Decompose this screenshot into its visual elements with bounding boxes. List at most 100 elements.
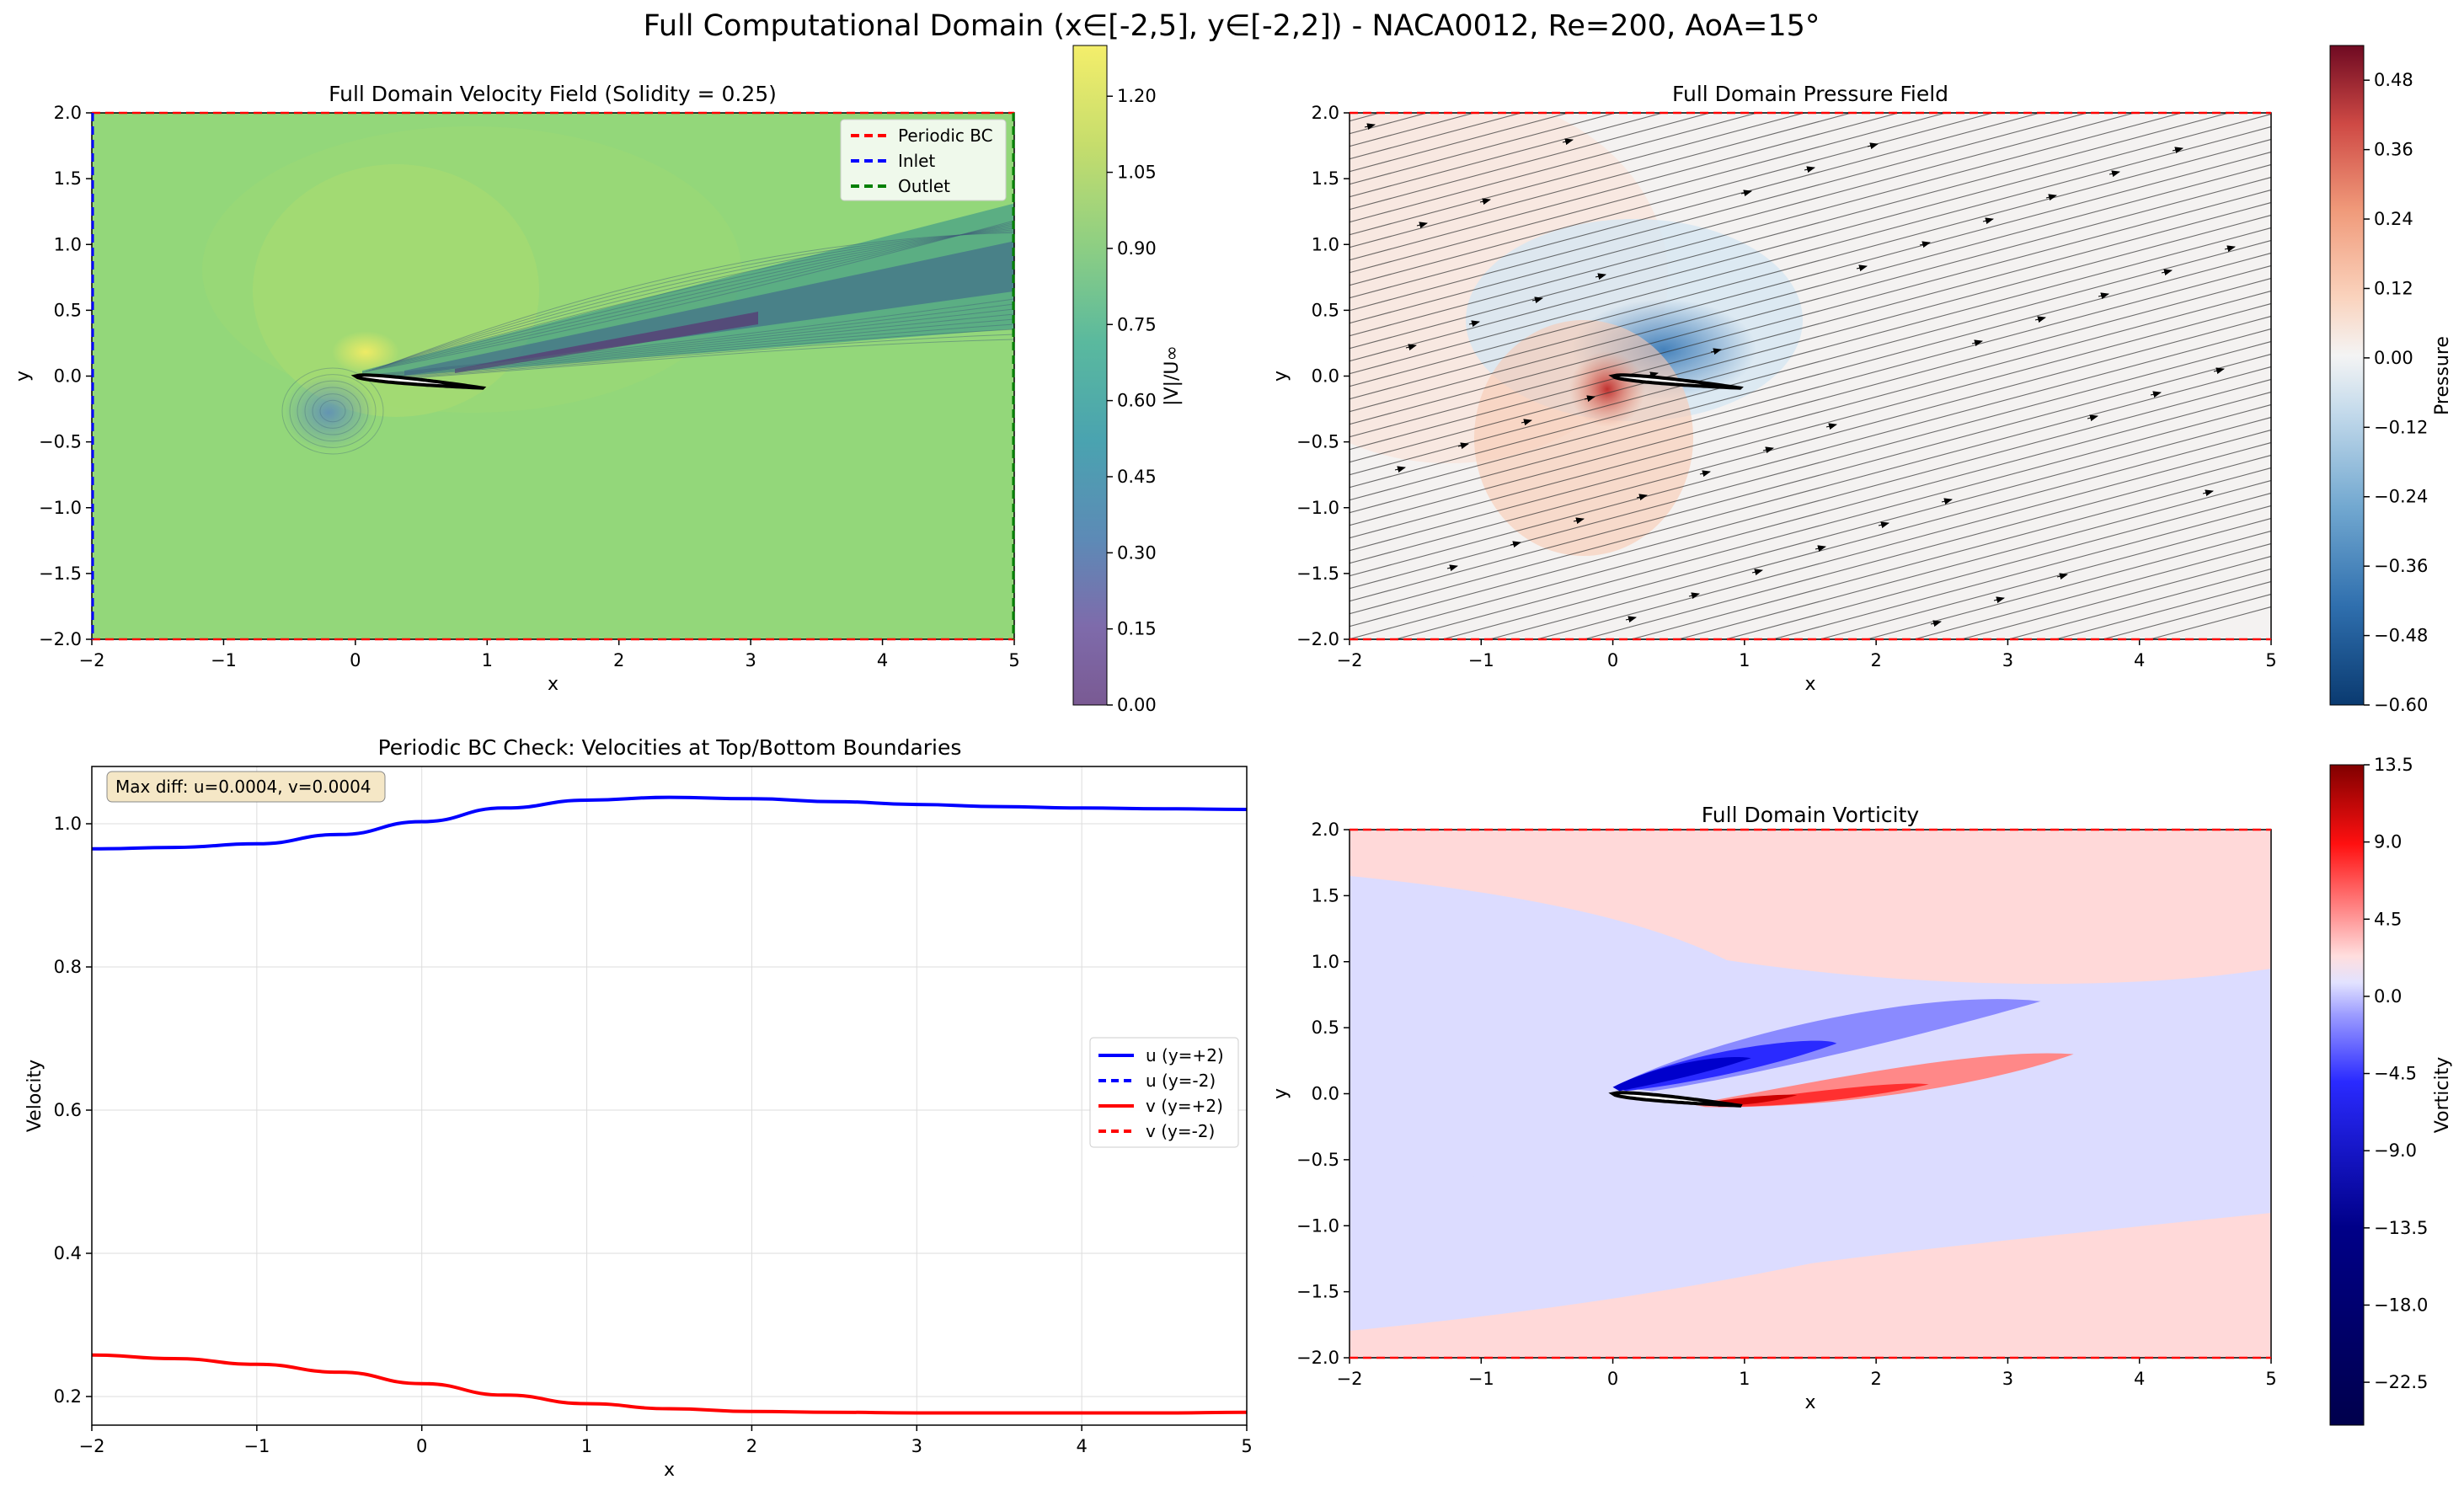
vorticity-xtick-label: 3 — [2002, 1369, 2013, 1389]
pressure-field — [1350, 113, 2271, 639]
pressure-streamline-arrow — [1531, 296, 1543, 304]
pressure-streamline-arrow — [1856, 264, 1868, 272]
pressure-title: Full Domain Pressure Field — [1672, 82, 1948, 106]
periodic-title: Periodic BC Check: Velocities at Top/Bot… — [378, 735, 962, 760]
velocity-ytick-label: −0.5 — [39, 432, 82, 452]
velocity-contour — [378, 227, 1014, 368]
vorticity-cbar-tick-label: −4.5 — [2374, 1064, 2417, 1084]
velocity-colorbar-bar — [1072, 45, 1108, 706]
velocity-contour-ring — [304, 387, 361, 435]
periodic-series-vy+2 — [91, 1353, 1248, 1415]
velocity-contour-ring — [281, 367, 384, 455]
pressure-streamline-arrow — [2034, 316, 2046, 323]
velocity-contour — [371, 224, 1014, 370]
vorticity-cbar-tick-label: 13.5 — [2374, 755, 2413, 775]
pressure-boundary-lines — [1350, 111, 2271, 641]
legend-v-bottom-label: v (y=-2) — [1146, 1121, 1215, 1141]
pressure-streamlines — [1350, 113, 2271, 639]
velocity-contour — [365, 222, 1014, 372]
velocity-xtick-label: −2 — [79, 650, 105, 670]
vorticity-lower-band — [1350, 1028, 2271, 1213]
pressure-streamline — [1350, 239, 2271, 489]
pressure-streamline-arrow — [2161, 269, 2173, 276]
velocity-contour-lines — [281, 220, 1014, 455]
velocity-contour — [385, 231, 1014, 366]
velocity-xtick-label: 4 — [877, 650, 888, 670]
pressure-streamline-arrow — [1364, 123, 1376, 131]
pressure-streamline-arrow — [2202, 489, 2214, 497]
vorticity-airfoil — [1608, 1091, 1743, 1108]
pressure-stagnation-core — [1569, 351, 1645, 427]
periodic-frame-border — [91, 766, 1248, 1426]
pressure-streamline-arrow — [1573, 517, 1585, 525]
pressure-cbar-tick-label: 0.12 — [2374, 278, 2413, 298]
legend-outlet-label: Outlet — [898, 176, 950, 196]
pressure-streamline-arrow — [1595, 273, 1606, 280]
pressure-streamline-arrow — [1751, 569, 1763, 576]
periodic-legend: u (y=+2) u (y=-2) v (y=+2) v (y=-2) — [1089, 1037, 1239, 1148]
pressure-streamline-arrow — [1878, 521, 1889, 529]
pressure-streamline — [1350, 138, 2271, 387]
pressure-streamline — [1350, 391, 2271, 639]
pressure-streamline — [1912, 542, 2271, 639]
pressure-streamline — [1350, 201, 2271, 451]
pressure-ytick-label: −2.0 — [1296, 629, 1339, 649]
vorticity-colorbar-bar — [2329, 764, 2365, 1426]
pressure-streamline — [1818, 517, 2271, 639]
vorticity-cbar-tick-label: −9.0 — [2374, 1140, 2417, 1161]
pressure-streamline-arrow — [1636, 494, 1648, 501]
pressure-streamline — [1393, 403, 2271, 639]
vorticity-ytick-label: 1.5 — [1312, 885, 1339, 905]
pressure-streamline-arrow — [1815, 545, 1826, 553]
velocity-cbar-tick-label: 0.30 — [1117, 542, 1157, 563]
pressure-xtick-label: 3 — [2002, 650, 2013, 670]
pressure-streamline-arrow — [1971, 339, 1983, 347]
velocity-cbar-tick-label: 0.00 — [1117, 695, 1157, 715]
pressure-xtick-label: −2 — [1337, 650, 1363, 670]
pressure-streamline — [1350, 113, 1759, 223]
pressure-streamline-arrow — [1825, 423, 1837, 430]
pressure-streamline — [1629, 467, 2271, 639]
pressure-streamline — [2007, 568, 2271, 639]
periodic-grid — [91, 766, 1248, 1425]
pressure-streamline-arrow — [1457, 442, 1469, 450]
velocity-xtick-label: 3 — [745, 650, 756, 670]
velocity-title: Full Domain Velocity Field (Solidity = 0… — [329, 82, 777, 106]
periodic-xlabel: x — [664, 1460, 675, 1481]
pressure-streamline-arrow — [1405, 344, 1417, 351]
pressure-streamline — [1959, 555, 2271, 639]
velocity-ylabel: y — [13, 371, 34, 382]
velocity-contour-ring — [312, 393, 354, 429]
pressure-streamline-arrow — [2098, 292, 2109, 300]
vorticity-ytick-label: 1.0 — [1312, 952, 1339, 972]
periodic-xtick-label: −2 — [79, 1436, 105, 1456]
legend-u-bottom-label: u (y=-2) — [1146, 1071, 1216, 1091]
pressure-streamline-arrow — [1625, 616, 1637, 623]
legend-u-top-label: u (y=+2) — [1146, 1045, 1224, 1065]
vorticity-ytick-label: 0.0 — [1312, 1084, 1339, 1104]
pressure-xlabel: x — [1804, 674, 1815, 695]
periodic-ytick-label: 0.2 — [54, 1386, 82, 1407]
pressure-streamline — [1350, 340, 2271, 590]
pressure-streamline — [1350, 366, 2271, 615]
velocity-contour — [378, 323, 1014, 379]
vorticity-colorbar-label: Vorticity — [2432, 1057, 2453, 1133]
periodic-ytick-label: 1.0 — [54, 814, 82, 834]
pressure-streamline — [1350, 290, 2271, 539]
velocity-contour-ring — [319, 399, 346, 423]
pressure-streamline — [1350, 227, 2271, 476]
pressure-streamline-arrow — [1982, 217, 1994, 225]
pressure-streamline — [1440, 416, 2271, 639]
pressure-streamline-arrow — [1416, 222, 1428, 229]
periodic-legend-box — [1089, 1037, 1239, 1148]
velocity-contour — [361, 298, 1014, 377]
pressure-streamline-arrow — [1510, 541, 1521, 548]
pressure-streamline — [1771, 505, 2271, 639]
periodic-xtick-label: 5 — [1241, 1436, 1252, 1456]
pressure-streamline — [1350, 126, 2271, 375]
pressure-streamline-arrow — [1688, 592, 1700, 600]
velocity-cbar-tick-label: 0.45 — [1117, 467, 1157, 487]
pressure-streamline — [1350, 113, 1806, 236]
periodic-xtick-label: 3 — [911, 1436, 922, 1456]
velocity-ytick-label: 0.5 — [54, 300, 82, 320]
